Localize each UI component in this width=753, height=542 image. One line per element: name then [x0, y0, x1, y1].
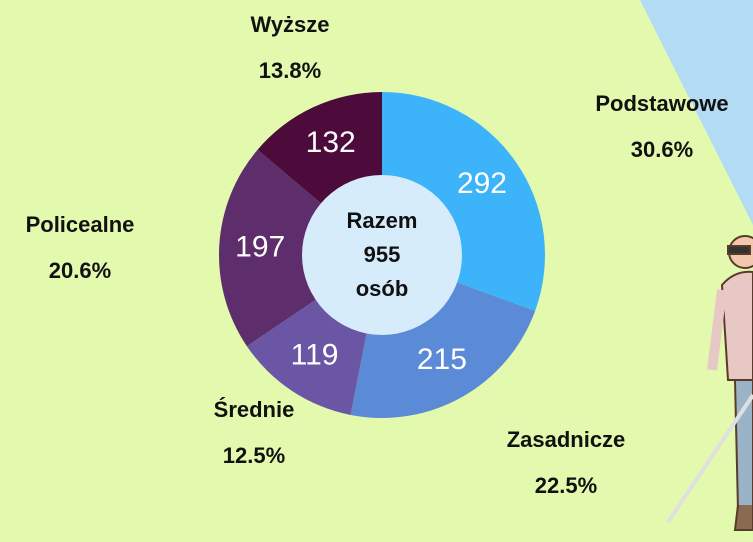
category-label: Policealne [26, 212, 135, 237]
percentage-label: 12.5% [223, 443, 285, 468]
center-label: Razem [347, 208, 418, 233]
category-label: Wyższe [250, 12, 329, 37]
segment-value-label: 197 [235, 230, 285, 263]
segment-value-label: 132 [306, 126, 356, 159]
segment-value-label: 292 [457, 167, 507, 200]
center-total: 955 [364, 242, 401, 267]
segment-value-label: 215 [417, 343, 467, 376]
donut-segment [246, 298, 367, 415]
center-label: osób [356, 276, 409, 301]
donut-segment [382, 92, 545, 311]
donut-hole [302, 175, 462, 335]
percentage-label: 20.6% [49, 258, 111, 283]
donut-segment [257, 92, 382, 205]
category-label: Średnie [214, 397, 295, 422]
illustration-person [666, 235, 753, 531]
category-label: Zasadnicze [507, 427, 626, 452]
donut [219, 92, 545, 418]
percentage-label: 13.8% [259, 58, 321, 83]
segment-value-label: 119 [291, 339, 339, 372]
category-label: Podstawowe [595, 91, 728, 116]
percentage-label: 30.6% [631, 137, 693, 162]
donut-segment [219, 149, 323, 347]
percentage-label: 22.5% [535, 473, 597, 498]
donut-segment [350, 281, 536, 418]
background-wedge [640, 0, 753, 225]
